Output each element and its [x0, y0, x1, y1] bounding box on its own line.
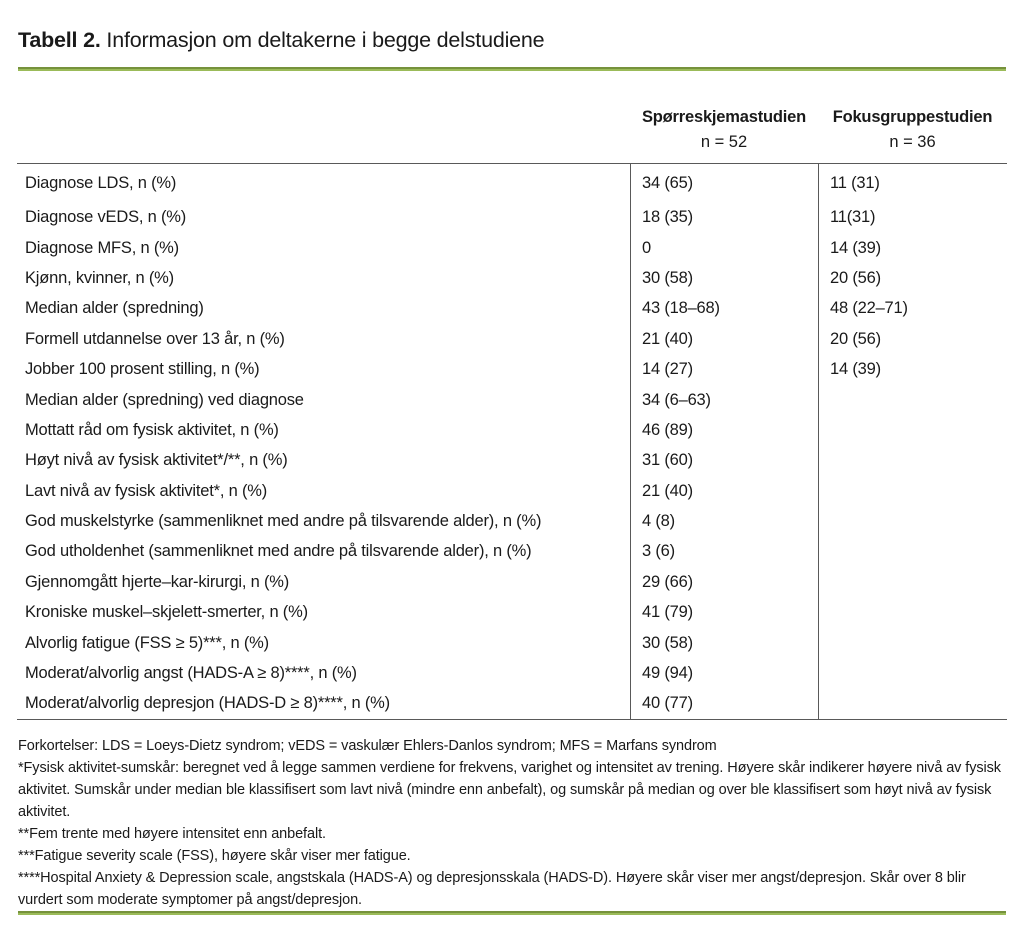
row-label: God muskelstyrke (sammenliknet med andre…: [25, 512, 542, 531]
row-label: Moderat/alvorlig depresjon (HADS-D ≥ 8)*…: [25, 694, 390, 713]
focusgroup-value: 20 (56): [818, 324, 1007, 355]
focusgroup-value: [818, 415, 1007, 446]
focusgroup-value: [818, 536, 1007, 568]
focusgroup-value: [818, 476, 1007, 507]
focusgroup-value: [818, 658, 1007, 689]
focusgroup-value: 48 (22–71): [818, 293, 1007, 325]
questionnaire-value: 34 (6–63): [630, 384, 818, 416]
table-row: God muskelstyrke (sammenliknet med andre…: [17, 506, 1007, 537]
row-label: Gjennomgått hjerte–kar-kirurgi, n (%): [25, 572, 290, 591]
questionnaire-value: 49 (94): [630, 658, 818, 689]
focusgroup-value: [818, 384, 1007, 416]
table-row: Diagnose vEDS, n (%) 18 (35) 11(31): [17, 202, 1007, 233]
focusgroup-value: [818, 597, 1007, 628]
questionnaire-value: 43 (18–68): [630, 293, 818, 325]
row-label: Formell utdannelse over 13 år, n (%): [25, 329, 285, 348]
questionnaire-value: 21 (40): [630, 324, 818, 355]
table-row: Alvorlig fatigue (FSS ≥ 5)***, n (%) 30 …: [17, 627, 1007, 659]
table-row: Median alder (spredning) ved diagnose 34…: [17, 384, 1007, 416]
table-row: Moderat/alvorlig angst (HADS-A ≥ 8)****,…: [17, 658, 1007, 689]
row-label: Median alder (spredning): [25, 299, 204, 318]
questionnaire-value: 46 (89): [630, 415, 818, 446]
column-header-questionnaire-label: Spørreskjemastudien: [641, 108, 806, 126]
questionnaire-value: 41 (79): [630, 597, 818, 628]
table-row: Moderat/alvorlig depresjon (HADS-D ≥ 8)*…: [17, 688, 1007, 720]
row-label: God utholdenhet (sammenliknet med andre …: [25, 542, 532, 561]
table-title: Tabell 2. Informasjon om deltakerne i be…: [18, 28, 545, 53]
row-label: Median alder (spredning) ved diagnose: [25, 390, 304, 409]
table-row: Høyt nivå av fysisk aktivitet*/**, n (%)…: [17, 445, 1007, 477]
footnote-line: ***Fatigue severity scale (FSS), høyere …: [18, 848, 411, 864]
column-header-focusgroup-n: n = 36: [889, 133, 936, 151]
focusgroup-value: [818, 627, 1007, 659]
row-label: Diagnose vEDS, n (%): [25, 208, 187, 227]
row-label: Kjønn, kvinner, n (%): [25, 268, 174, 287]
row-label: Kroniske muskel–skjelett-smerter, n (%): [25, 603, 308, 622]
table-row: Kjønn, kvinner, n (%) 30 (58) 20 (56): [17, 263, 1007, 294]
footnote-line: **Fem trente med høyere intensitet enn a…: [18, 826, 326, 842]
questionnaire-value: 29 (66): [630, 567, 818, 598]
table-title-number: Tabell 2.: [18, 28, 101, 52]
questionnaire-value: 3 (6): [630, 536, 818, 568]
column-header-questionnaire-n: n = 52: [700, 133, 748, 151]
table-body: Diagnose LDS, n (%) 34 (65) 11 (31) Diag…: [17, 163, 1007, 721]
footnote-line: *Fysisk aktivitet-sumskår: beregnet ved …: [18, 760, 1001, 820]
focusgroup-value: 14 (39): [818, 232, 1007, 264]
table-row: Diagnose LDS, n (%) 34 (65) 11 (31): [17, 164, 1007, 203]
row-label: Høyt nivå av fysisk aktivitet*/**, n (%): [25, 451, 288, 470]
row-label: Alvorlig fatigue (FSS ≥ 5)***, n (%): [25, 633, 269, 652]
top-divider-rule: [18, 67, 1006, 71]
questionnaire-value: 34 (65): [630, 164, 818, 203]
row-label: Moderat/alvorlig angst (HADS-A ≥ 8)****,…: [25, 664, 357, 683]
row-label: Diagnose LDS, n (%): [25, 173, 177, 192]
focusgroup-value: [818, 506, 1007, 537]
footnote-line: ****Hospital Anxiety & Depression scale,…: [18, 870, 966, 908]
questionnaire-value: 14 (27): [630, 354, 818, 385]
row-label: Lavt nivå av fysisk aktivitet*, n (%): [25, 481, 268, 500]
table-row: Gjennomgått hjerte–kar-kirurgi, n (%) 29…: [17, 567, 1007, 598]
table-column-headers: Spørreskjemastudien n = 52 Fokusgruppest…: [17, 100, 1007, 163]
questionnaire-value: 31 (60): [630, 445, 818, 477]
focusgroup-value: 11(31): [818, 202, 1007, 233]
questionnaire-value: 18 (35): [630, 202, 818, 233]
footnote-line: Forkortelser: LDS = Loeys-Dietz syndrom;…: [18, 738, 717, 754]
focusgroup-value: [818, 688, 1007, 720]
table-row: Lavt nivå av fysisk aktivitet*, n (%) 21…: [17, 476, 1007, 507]
participants-table: Spørreskjemastudien n = 52 Fokusgruppest…: [17, 100, 1007, 721]
questionnaire-value: 30 (58): [630, 627, 818, 659]
questionnaire-value: 21 (40): [630, 476, 818, 507]
column-header-focusgroup: Fokusgruppestudien n = 36: [818, 105, 1007, 155]
questionnaire-value: 4 (8): [630, 506, 818, 537]
focusgroup-value: 11 (31): [818, 164, 1007, 203]
row-label: Mottatt råd om fysisk aktivitet, n (%): [25, 420, 279, 439]
questionnaire-value: 30 (58): [630, 263, 818, 294]
footnotes: Forkortelser: LDS = Loeys-Dietz syndrom;…: [18, 735, 1010, 911]
table-row: Median alder (spredning) 43 (18–68) 48 (…: [17, 293, 1007, 325]
column-header-focusgroup-label: Fokusgruppestudien: [832, 108, 993, 126]
table-row: God utholdenhet (sammenliknet med andre …: [17, 536, 1007, 568]
column-header-questionnaire: Spørreskjemastudien n = 52: [620, 105, 828, 155]
table-row: Jobber 100 prosent stilling, n (%) 14 (2…: [17, 354, 1007, 385]
focusgroup-value: [818, 445, 1007, 477]
table-row: Kroniske muskel–skjelett-smerter, n (%) …: [17, 597, 1007, 628]
questionnaire-value: 40 (77): [630, 688, 818, 720]
focusgroup-value: 20 (56): [818, 263, 1007, 294]
focusgroup-value: 14 (39): [818, 354, 1007, 385]
table-title-text: Informasjon om deltakerne i begge delstu…: [106, 28, 545, 52]
focusgroup-value: [818, 567, 1007, 598]
row-label: Jobber 100 prosent stilling, n (%): [25, 360, 260, 379]
table-row: Formell utdannelse over 13 år, n (%) 21 …: [17, 324, 1007, 355]
bottom-divider-rule: [18, 911, 1006, 915]
table-row: Diagnose MFS, n (%) 0 14 (39): [17, 232, 1007, 264]
questionnaire-value: 0: [630, 232, 818, 264]
table-row: Mottatt råd om fysisk aktivitet, n (%) 4…: [17, 415, 1007, 446]
row-label: Diagnose MFS, n (%): [25, 238, 179, 257]
